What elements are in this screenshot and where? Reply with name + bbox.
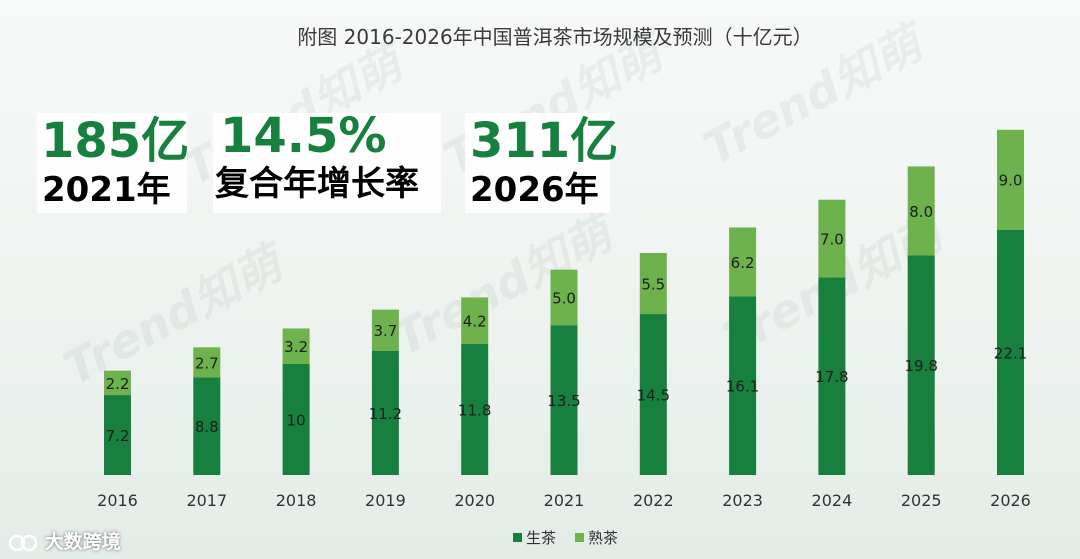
data-label-raw-2024: 17.8 [815, 368, 848, 386]
bar-raw-2017 [193, 377, 221, 475]
bar-ripe-2021 [550, 269, 578, 326]
data-label-raw-2017: 8.8 [195, 418, 219, 436]
data-label-raw-2016: 7.2 [106, 427, 130, 445]
data-label-raw-2019: 11.2 [369, 405, 402, 423]
bar-raw-2020 [461, 344, 489, 475]
watermark-text: Trend知萌 [385, 203, 627, 366]
bar-ripe-2016 [104, 370, 131, 396]
bar-raw-2021 [550, 325, 578, 475]
data-label-ripe-2021: 5.0 [552, 289, 576, 307]
bar-ripe-2018 [282, 328, 310, 364]
highlight-cagr-value: 14.5% [220, 108, 387, 164]
data-label-ripe-2025: 8.0 [909, 203, 933, 221]
data-label-raw-2025: 19.8 [904, 357, 937, 375]
x-tick-label-2026: 2026 [990, 491, 1031, 510]
bar-raw-2019 [371, 350, 399, 475]
x-tick-label-2024: 2024 [812, 491, 853, 510]
bar-ripe-2023 [729, 227, 757, 297]
data-label-ripe-2024: 7.0 [820, 231, 844, 249]
bars-layer: 7.2 2.2 2016 8.8 2.7 2017 10 3.2 2018 11.2 3.7 2019… [97, 129, 1031, 510]
bar-ripe-2024 [818, 199, 846, 278]
source-logo-icon [8, 534, 38, 551]
data-label-ripe-2018: 3.2 [284, 338, 308, 356]
highlight-panel-middle [213, 113, 441, 213]
data-label-raw-2023: 16.1 [726, 378, 759, 396]
legend-label-ripe: 熟茶 [588, 529, 618, 547]
x-tick-label-2020: 2020 [454, 491, 495, 510]
x-tick-label-2017: 2017 [186, 491, 227, 510]
x-tick-label-2021: 2021 [544, 491, 585, 510]
highlight-panel-left [37, 113, 187, 213]
highlight-2021-label: 2021年 [42, 170, 171, 210]
data-label-ripe-2022: 5.5 [641, 276, 665, 294]
bar-raw-2023 [729, 296, 757, 475]
data-label-ripe-2019: 3.7 [373, 322, 397, 340]
data-label-raw-2018: 10 [287, 412, 306, 430]
bar-ripe-2022 [639, 253, 667, 315]
data-label-raw-2021: 13.5 [547, 392, 580, 410]
bar-raw-2026 [997, 229, 1024, 475]
legend-label-raw: 生茶 [526, 529, 556, 547]
bar-raw-2016 [104, 395, 131, 475]
legend-swatch-ripe [575, 533, 584, 542]
highlight-2021-value: 185亿 [41, 113, 190, 169]
source-text: 大数跨境 [44, 531, 121, 553]
bar-ripe-2026 [997, 129, 1024, 230]
watermark-text: Trend知萌 [55, 233, 297, 396]
data-label-ripe-2020: 4.2 [463, 313, 487, 331]
chart-title: 附图 2016-2026年中国普洱茶市场规模及预测（十亿元） [297, 25, 812, 49]
data-label-ripe-2023: 6.2 [731, 254, 755, 272]
bar-ripe-2017 [193, 347, 221, 378]
data-label-ripe-2016: 2.2 [106, 375, 130, 393]
bar-raw-2025 [907, 255, 935, 475]
legend-swatch-raw [513, 533, 522, 542]
x-tick-label-2023: 2023 [722, 491, 763, 510]
data-label-raw-2026: 22.1 [994, 344, 1027, 362]
highlight-cagr-label: 复合年增长率 [215, 164, 419, 204]
x-tick-label-2018: 2018 [276, 491, 317, 510]
data-label-ripe-2026: 9.0 [999, 172, 1023, 190]
data-label-raw-2020: 11.8 [458, 402, 491, 420]
x-tick-label-2025: 2025 [901, 491, 942, 510]
highlight-panel-right [465, 113, 610, 213]
bar-ripe-2020 [461, 297, 489, 345]
bar-raw-2018 [282, 364, 310, 475]
highlight-2026-label: 2026年 [470, 170, 599, 210]
x-tick-label-2016: 2016 [97, 491, 138, 510]
chart-legend: 生茶 熟茶 [513, 529, 618, 547]
x-tick-label-2019: 2019 [365, 491, 406, 510]
data-label-ripe-2017: 2.7 [195, 354, 219, 372]
x-tick-label-2022: 2022 [633, 491, 674, 510]
bar-ripe-2025 [907, 166, 935, 256]
highlight-2026-value: 311亿 [470, 113, 619, 169]
bar-ripe-2019 [371, 309, 399, 351]
bar-raw-2022 [639, 314, 667, 475]
data-label-raw-2022: 14.5 [637, 387, 670, 405]
bar-raw-2024 [818, 277, 846, 475]
source-credit: 大数跨境 [8, 527, 121, 554]
